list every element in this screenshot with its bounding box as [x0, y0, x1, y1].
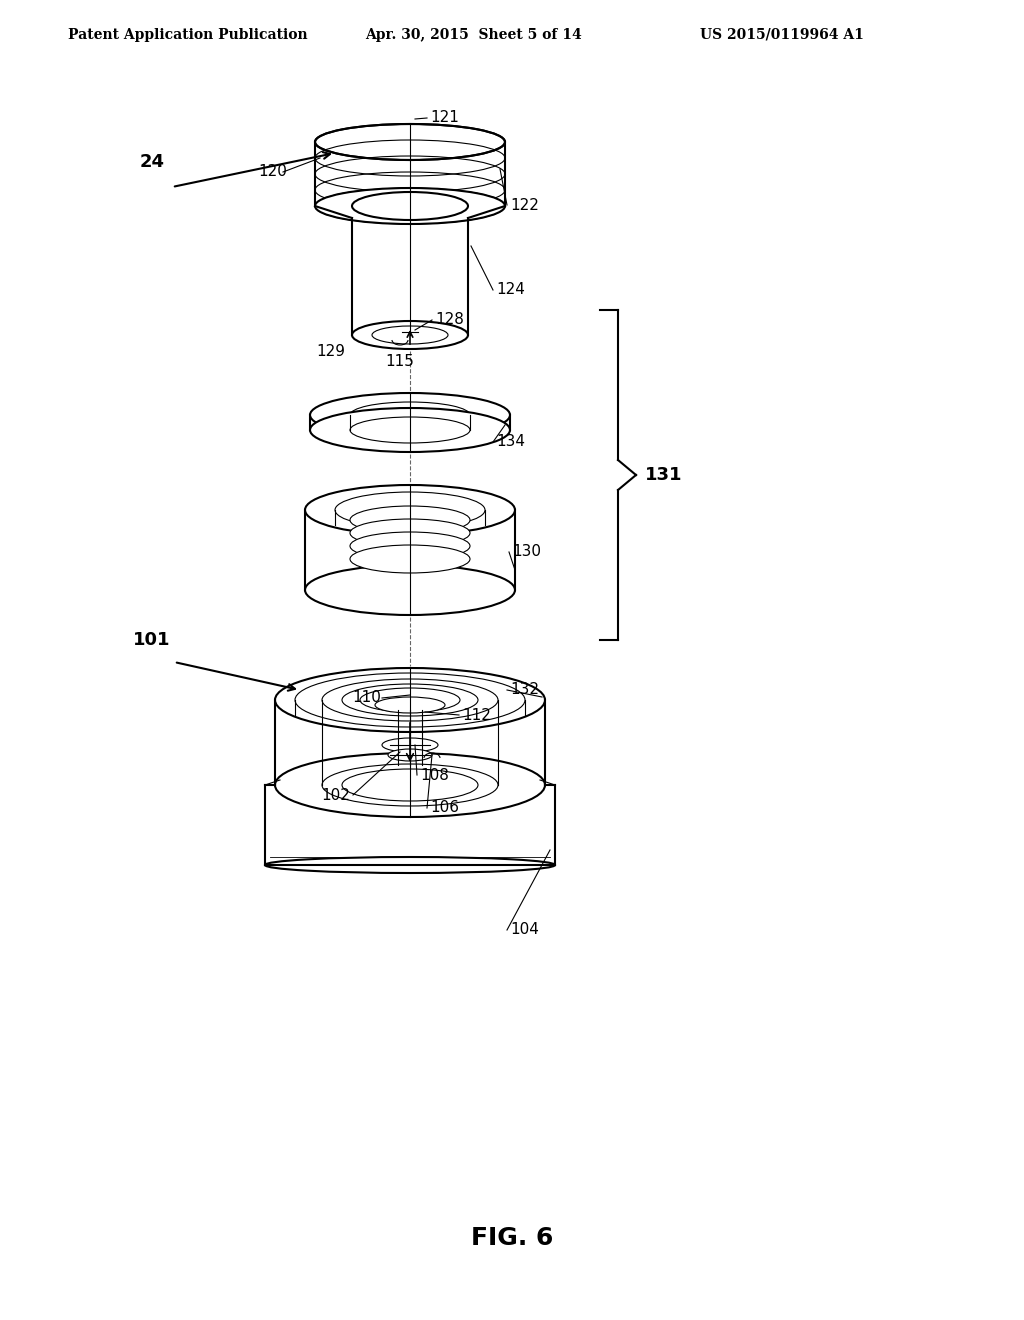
- Text: FIG. 6: FIG. 6: [471, 1226, 553, 1250]
- Text: 130: 130: [512, 544, 541, 560]
- Text: 122: 122: [510, 198, 539, 213]
- Text: 134: 134: [496, 434, 525, 450]
- Ellipse shape: [388, 748, 432, 762]
- Text: 112: 112: [462, 708, 490, 722]
- Text: 121: 121: [430, 111, 459, 125]
- Ellipse shape: [372, 326, 449, 345]
- Ellipse shape: [375, 697, 445, 713]
- Text: 132: 132: [510, 682, 539, 697]
- Text: 110: 110: [352, 690, 381, 705]
- Ellipse shape: [322, 678, 498, 721]
- Text: 101: 101: [133, 631, 171, 649]
- Text: 115: 115: [386, 355, 415, 370]
- Ellipse shape: [322, 764, 498, 807]
- Ellipse shape: [352, 321, 468, 348]
- Ellipse shape: [382, 738, 438, 752]
- Ellipse shape: [305, 565, 515, 615]
- Text: 129: 129: [316, 345, 345, 359]
- Ellipse shape: [350, 545, 470, 573]
- Text: 124: 124: [496, 282, 525, 297]
- Ellipse shape: [342, 770, 478, 801]
- Ellipse shape: [342, 684, 478, 715]
- Ellipse shape: [265, 857, 555, 873]
- Ellipse shape: [350, 519, 470, 546]
- Text: 131: 131: [645, 466, 683, 484]
- Text: 24: 24: [139, 153, 165, 172]
- Text: 102: 102: [322, 788, 350, 803]
- Ellipse shape: [310, 408, 510, 451]
- Text: 128: 128: [435, 313, 464, 327]
- Ellipse shape: [350, 532, 470, 560]
- Ellipse shape: [310, 393, 510, 437]
- Ellipse shape: [360, 688, 460, 711]
- Ellipse shape: [350, 417, 470, 444]
- Text: 108: 108: [420, 767, 449, 783]
- Text: 120: 120: [258, 165, 287, 180]
- Ellipse shape: [275, 668, 545, 733]
- Ellipse shape: [335, 492, 485, 528]
- Ellipse shape: [350, 506, 470, 535]
- Text: US 2015/0119964 A1: US 2015/0119964 A1: [700, 28, 864, 42]
- Text: 106: 106: [430, 800, 459, 816]
- Ellipse shape: [350, 403, 470, 428]
- Ellipse shape: [315, 124, 505, 160]
- Ellipse shape: [295, 673, 525, 727]
- Text: 104: 104: [510, 923, 539, 937]
- Ellipse shape: [352, 191, 468, 220]
- Text: Apr. 30, 2015  Sheet 5 of 14: Apr. 30, 2015 Sheet 5 of 14: [365, 28, 582, 42]
- Ellipse shape: [315, 187, 505, 224]
- Ellipse shape: [275, 752, 545, 817]
- Ellipse shape: [305, 484, 515, 535]
- Text: Patent Application Publication: Patent Application Publication: [68, 28, 307, 42]
